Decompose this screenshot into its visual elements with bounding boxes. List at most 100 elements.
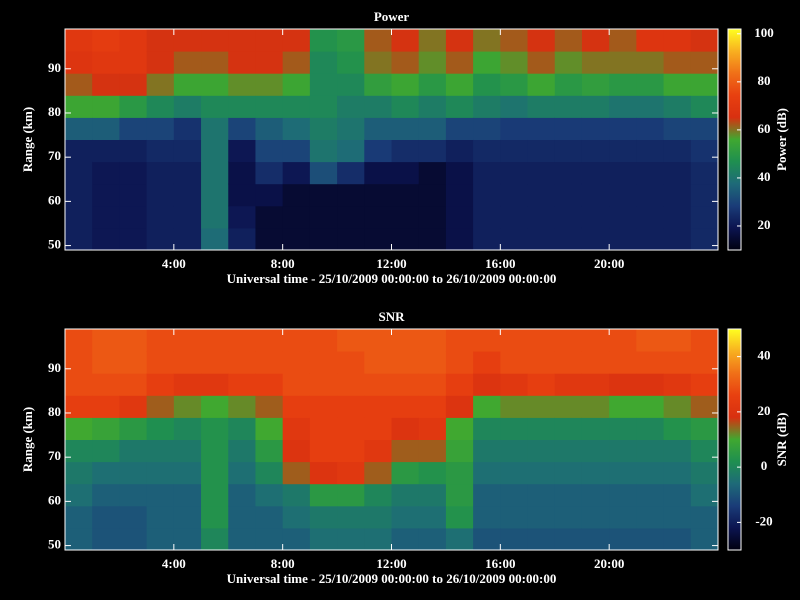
- heatmap-cell: [309, 205, 338, 229]
- heatmap-cell: [445, 139, 474, 163]
- heatmap-cell: [309, 117, 338, 140]
- heatmap-cell: [527, 527, 556, 551]
- heatmap-cell: [364, 483, 392, 507]
- heatmap-cell: [282, 395, 311, 418]
- heatmap-cell: [65, 505, 93, 529]
- heatmap-cell: [282, 351, 311, 374]
- heatmap-cell: [119, 139, 148, 163]
- heatmap-cell: [364, 417, 392, 440]
- heatmap-cell: [92, 483, 120, 507]
- y-tick-label: 70: [48, 448, 61, 463]
- heatmap-cell: [609, 329, 637, 352]
- heatmap-cell: [554, 395, 583, 418]
- heatmap-cell: [609, 95, 637, 118]
- heatmap-cell: [391, 483, 420, 507]
- heatmap-cell: [282, 183, 311, 207]
- heatmap-cell: [309, 95, 338, 118]
- heatmap-cell: [554, 183, 583, 207]
- heatmap-cell: [609, 161, 637, 185]
- heatmap-cell: [690, 117, 719, 140]
- heatmap-cell: [581, 417, 610, 440]
- heatmap-cell: [609, 505, 637, 529]
- heatmap-cell: [581, 73, 610, 96]
- heatmap-cell: [690, 139, 719, 163]
- heatmap-cell: [364, 395, 392, 418]
- heatmap-cell: [391, 417, 420, 440]
- heatmap-cell: [500, 227, 529, 251]
- heatmap-cell: [527, 483, 556, 507]
- heatmap-cell: [119, 95, 148, 118]
- heatmap-cell: [146, 329, 175, 352]
- heatmap-cell: [65, 329, 93, 352]
- heatmap-cell: [282, 329, 311, 352]
- heatmap-cell: [554, 483, 583, 507]
- heatmap-cell: [282, 505, 311, 529]
- heatmap-cell: [119, 205, 148, 229]
- heatmap-cell: [527, 73, 556, 96]
- heatmap-cell: [228, 183, 256, 207]
- heatmap-cell: [309, 183, 338, 207]
- heatmap-cell: [337, 439, 365, 463]
- heatmap-cell: [282, 373, 311, 396]
- heatmap-cell: [65, 51, 93, 74]
- heatmap-cell: [609, 73, 637, 96]
- x-tick-label: 16:00: [485, 556, 515, 571]
- heatmap-cell: [337, 51, 365, 74]
- heatmap-cell: [282, 439, 311, 463]
- colorbar-tick-label: 0: [761, 458, 768, 473]
- colorbar-tick-label: 100: [754, 25, 774, 40]
- heatmap-cell: [636, 29, 665, 52]
- heatmap-cell: [92, 527, 120, 551]
- heatmap-cell: [173, 117, 202, 140]
- heatmap-cell: [201, 161, 229, 185]
- heatmap-cell: [554, 351, 583, 374]
- x-tick-label: 8:00: [271, 556, 295, 571]
- y-axis-label: Range (km): [20, 107, 35, 172]
- heatmap-cell: [500, 439, 529, 463]
- heatmap-cell: [636, 351, 665, 374]
- heatmap-cell: [391, 227, 420, 251]
- heatmap-cell: [418, 505, 447, 529]
- heatmap-cell: [527, 373, 556, 396]
- heatmap-cell: [255, 205, 284, 229]
- heatmap-cell: [636, 139, 665, 163]
- heatmap-cell: [201, 461, 229, 485]
- heatmap-cell: [445, 117, 474, 140]
- heatmap-cell: [173, 51, 202, 74]
- heatmap-cell: [609, 527, 637, 551]
- heatmap-cell: [527, 205, 556, 229]
- heatmap-cell: [255, 183, 284, 207]
- heatmap-cell: [554, 161, 583, 185]
- heatmap-cell: [527, 461, 556, 485]
- colorbar-tick-label: -20: [755, 513, 772, 528]
- heatmap-cell: [146, 527, 175, 551]
- y-tick-label: 70: [48, 148, 61, 163]
- heatmap-cell: [609, 417, 637, 440]
- heatmap-cell: [364, 439, 392, 463]
- heatmap-cell: [473, 461, 501, 485]
- heatmap-cell: [527, 417, 556, 440]
- heatmap-cell: [173, 461, 202, 485]
- heatmap-cell: [445, 329, 474, 352]
- heatmap-cell: [391, 395, 420, 418]
- heatmap-cell: [309, 51, 338, 74]
- heatmap-cell: [391, 73, 420, 96]
- heatmap-cell: [201, 139, 229, 163]
- colorbar-tick-label: 20: [758, 403, 771, 418]
- heatmap-cell: [609, 461, 637, 485]
- colorbar-tick-label: 80: [758, 73, 771, 88]
- heatmap-cell: [119, 227, 148, 251]
- heatmap-cell: [690, 483, 719, 507]
- heatmap-cell: [65, 461, 93, 485]
- heatmap-cell: [473, 51, 501, 74]
- heatmap-cell: [473, 527, 501, 551]
- heatmap-cell: [337, 205, 365, 229]
- heatmap-cell: [690, 417, 719, 440]
- heatmap-cell: [146, 117, 175, 140]
- heatmap-cell: [255, 117, 284, 140]
- heatmap-cell: [554, 505, 583, 529]
- heatmap-cell: [282, 417, 311, 440]
- heatmap-cell: [92, 505, 120, 529]
- heatmap-cell: [92, 417, 120, 440]
- heatmap-cell: [636, 95, 665, 118]
